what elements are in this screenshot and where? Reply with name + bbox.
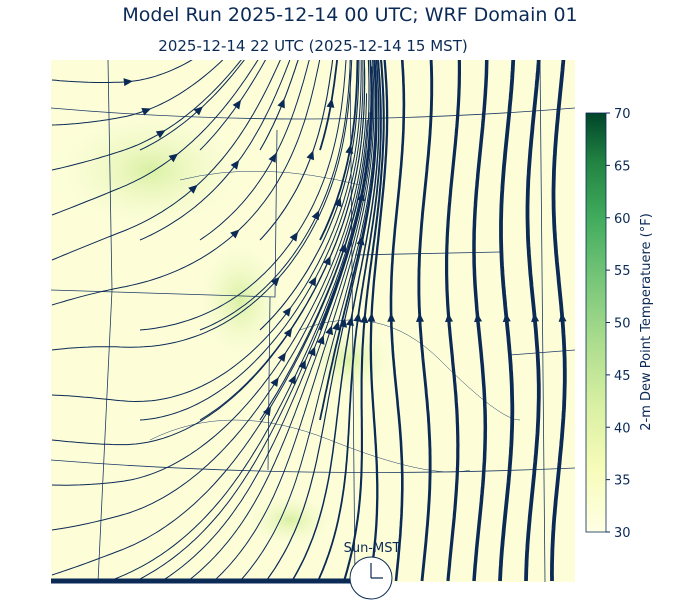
streamline-arrow bbox=[230, 159, 240, 170]
streamline-arrow bbox=[193, 106, 203, 116]
border bbox=[51, 107, 575, 120]
colorbar-tick-label: 35 bbox=[614, 474, 631, 489]
streamline-arrow bbox=[325, 325, 334, 336]
streamline-arrow bbox=[308, 346, 316, 357]
streamline-arrow bbox=[282, 306, 292, 317]
colorbar-tick-label: 70 bbox=[614, 107, 631, 122]
river bbox=[179, 170, 361, 186]
border bbox=[539, 60, 546, 582]
streamline-arrow bbox=[474, 312, 483, 323]
streamline-arrow bbox=[230, 229, 240, 239]
colorbar-tick-label: 60 bbox=[614, 212, 631, 227]
streamline-arrow bbox=[277, 98, 285, 109]
streamline-arrow bbox=[298, 359, 306, 370]
colorbar-tick-label: 45 bbox=[614, 369, 631, 384]
streamline-arrow bbox=[155, 130, 166, 139]
streamline-arrow bbox=[311, 210, 320, 221]
border bbox=[51, 459, 575, 473]
streamline-arrow bbox=[188, 184, 198, 194]
streamline-arrow bbox=[338, 243, 347, 253]
streamline-arrow bbox=[531, 312, 540, 323]
dewpoint-patch bbox=[300, 320, 400, 400]
streamline-arrow bbox=[288, 374, 296, 385]
streamline-arrow bbox=[323, 255, 331, 266]
streamline-arrow bbox=[232, 99, 242, 110]
streamline-arrow bbox=[332, 320, 341, 331]
subtitle: 2025-12-14 22 UTC (2025-12-14 15 MST) bbox=[158, 37, 467, 55]
streamline-arrow bbox=[306, 150, 315, 161]
colorbar-tick-label: 65 bbox=[614, 159, 631, 174]
colorbar-axis: 30 35 40 45 50 55 60 65 70 bbox=[606, 107, 631, 541]
border bbox=[267, 296, 271, 471]
streamline-arrow bbox=[123, 78, 133, 87]
streamline-arrow bbox=[270, 276, 280, 287]
streamline-arrow bbox=[445, 312, 453, 323]
streamline-arrow bbox=[360, 313, 369, 324]
dewpoint-patch bbox=[240, 490, 340, 550]
border bbox=[97, 60, 113, 582]
streamline-arrow bbox=[346, 316, 354, 327]
title: Model Run 2025-12-14 00 UTC; WRF Domain … bbox=[122, 4, 577, 26]
map bbox=[51, 60, 575, 582]
colorbar-tick-label: 30 bbox=[614, 526, 631, 541]
colorbar-tick-label: 50 bbox=[614, 317, 631, 332]
streamline-arrow bbox=[345, 144, 354, 154]
streamline-arrow bbox=[502, 312, 511, 323]
dewpoint-patch bbox=[190, 230, 290, 370]
streamline-arrow bbox=[289, 231, 298, 242]
streamline-arrow bbox=[326, 98, 335, 108]
streamline-arrow bbox=[270, 377, 279, 387]
streamline-arrow bbox=[357, 191, 366, 202]
streamline-arrow bbox=[168, 153, 179, 163]
clock-hands bbox=[370, 563, 383, 579]
colorbar bbox=[585, 112, 607, 533]
colorbar-label: 2-m Dew Point Temperatuere (°F) bbox=[639, 213, 654, 431]
streamline-arrow bbox=[356, 235, 365, 246]
streamline-arrow bbox=[262, 406, 271, 417]
border bbox=[51, 129, 278, 298]
streamline-arrow bbox=[558, 312, 567, 322]
streamline-arrow bbox=[277, 352, 286, 363]
colorbar-tick-label: 40 bbox=[614, 421, 631, 436]
streamline-arrow bbox=[141, 108, 152, 116]
river bbox=[149, 419, 471, 473]
streamline-arrow bbox=[308, 276, 317, 287]
border bbox=[354, 251, 501, 256]
streamline-arrow bbox=[268, 152, 277, 163]
colorbar-tick-label: 55 bbox=[614, 264, 631, 279]
streamline-arrow bbox=[367, 312, 376, 322]
clock-label: Sun-MST bbox=[344, 541, 401, 556]
streamline-arrow bbox=[316, 334, 325, 345]
streamline-arrow bbox=[387, 312, 396, 322]
streamline-arrow bbox=[353, 312, 362, 323]
streamlines bbox=[51, 60, 567, 582]
streamline-arrow bbox=[416, 312, 424, 322]
